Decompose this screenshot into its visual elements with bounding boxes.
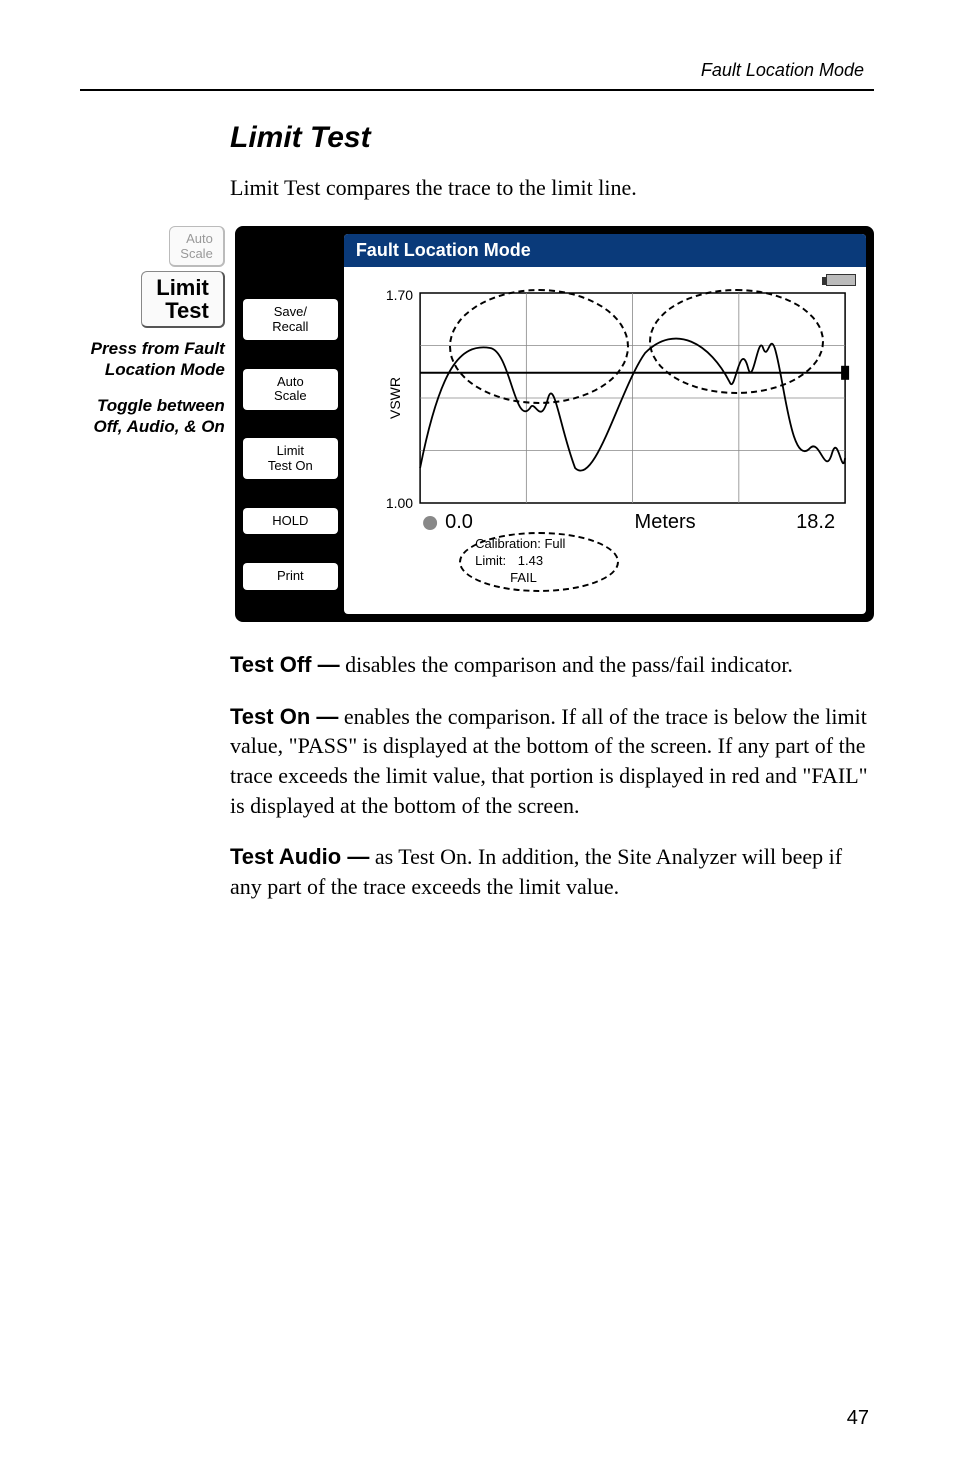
intro-text: Limit Test compares the trace to the lim…	[230, 175, 874, 201]
hold-dot-icon	[423, 516, 437, 530]
left-annotation-column: Auto Scale Limit Test Press from Fault L…	[80, 226, 225, 437]
screen-title: Fault Location Mode	[344, 234, 866, 267]
svg-text:FAIL: FAIL	[510, 570, 537, 585]
sidekey-limit-test-on[interactable]: Limit Test On	[243, 438, 338, 479]
sidekey-save-recall[interactable]: Save/ Recall	[243, 299, 338, 340]
para-test-off: Test Off — disables the comparison and t…	[230, 650, 874, 680]
section-title: Limit Test	[230, 121, 874, 155]
para-test-on: Test On — enables the comparison. If all…	[230, 702, 874, 821]
caption-press-from: Press from Fault Location Mode	[80, 338, 225, 381]
device-screen: Fault Location Mode	[344, 234, 866, 614]
svg-text:1.00: 1.00	[386, 495, 413, 511]
sidekey-auto-scale[interactable]: Auto Scale	[243, 369, 338, 410]
svg-text:1.70: 1.70	[386, 287, 413, 303]
running-header: Fault Location Mode	[80, 60, 874, 81]
svg-text:Limit: 1.43: Limit: 1.43	[475, 553, 543, 568]
svg-text:VSWR: VSWR	[387, 377, 403, 419]
page-number: 47	[847, 1407, 869, 1430]
sidekey-print[interactable]: Print	[243, 563, 338, 589]
device-sidekeys: Save/ Recall Auto Scale Limit Test On HO…	[243, 234, 338, 614]
chart: VSWR 1.70 1.00 0.0 Meters 18.2 Calibrati…	[344, 268, 866, 614]
svg-text:0.0: 0.0	[445, 511, 473, 533]
svg-text:18.2: 18.2	[796, 511, 835, 533]
softkey-limit-test: Limit Test	[141, 271, 225, 328]
sidekey-hold[interactable]: HOLD	[243, 508, 338, 534]
svg-text:Calibration: Full: Calibration: Full	[475, 536, 565, 551]
para-test-audio: Test Audio — as Test On. In addition, th…	[230, 842, 874, 901]
caption-toggle: Toggle between Off, Audio, & On	[80, 395, 225, 438]
header-rule	[80, 89, 874, 91]
svg-text:Meters: Meters	[634, 511, 695, 533]
softkey-autoscale-faded: Auto Scale	[169, 226, 225, 267]
device-mockup: Save/ Recall Auto Scale Limit Test On HO…	[235, 226, 874, 622]
